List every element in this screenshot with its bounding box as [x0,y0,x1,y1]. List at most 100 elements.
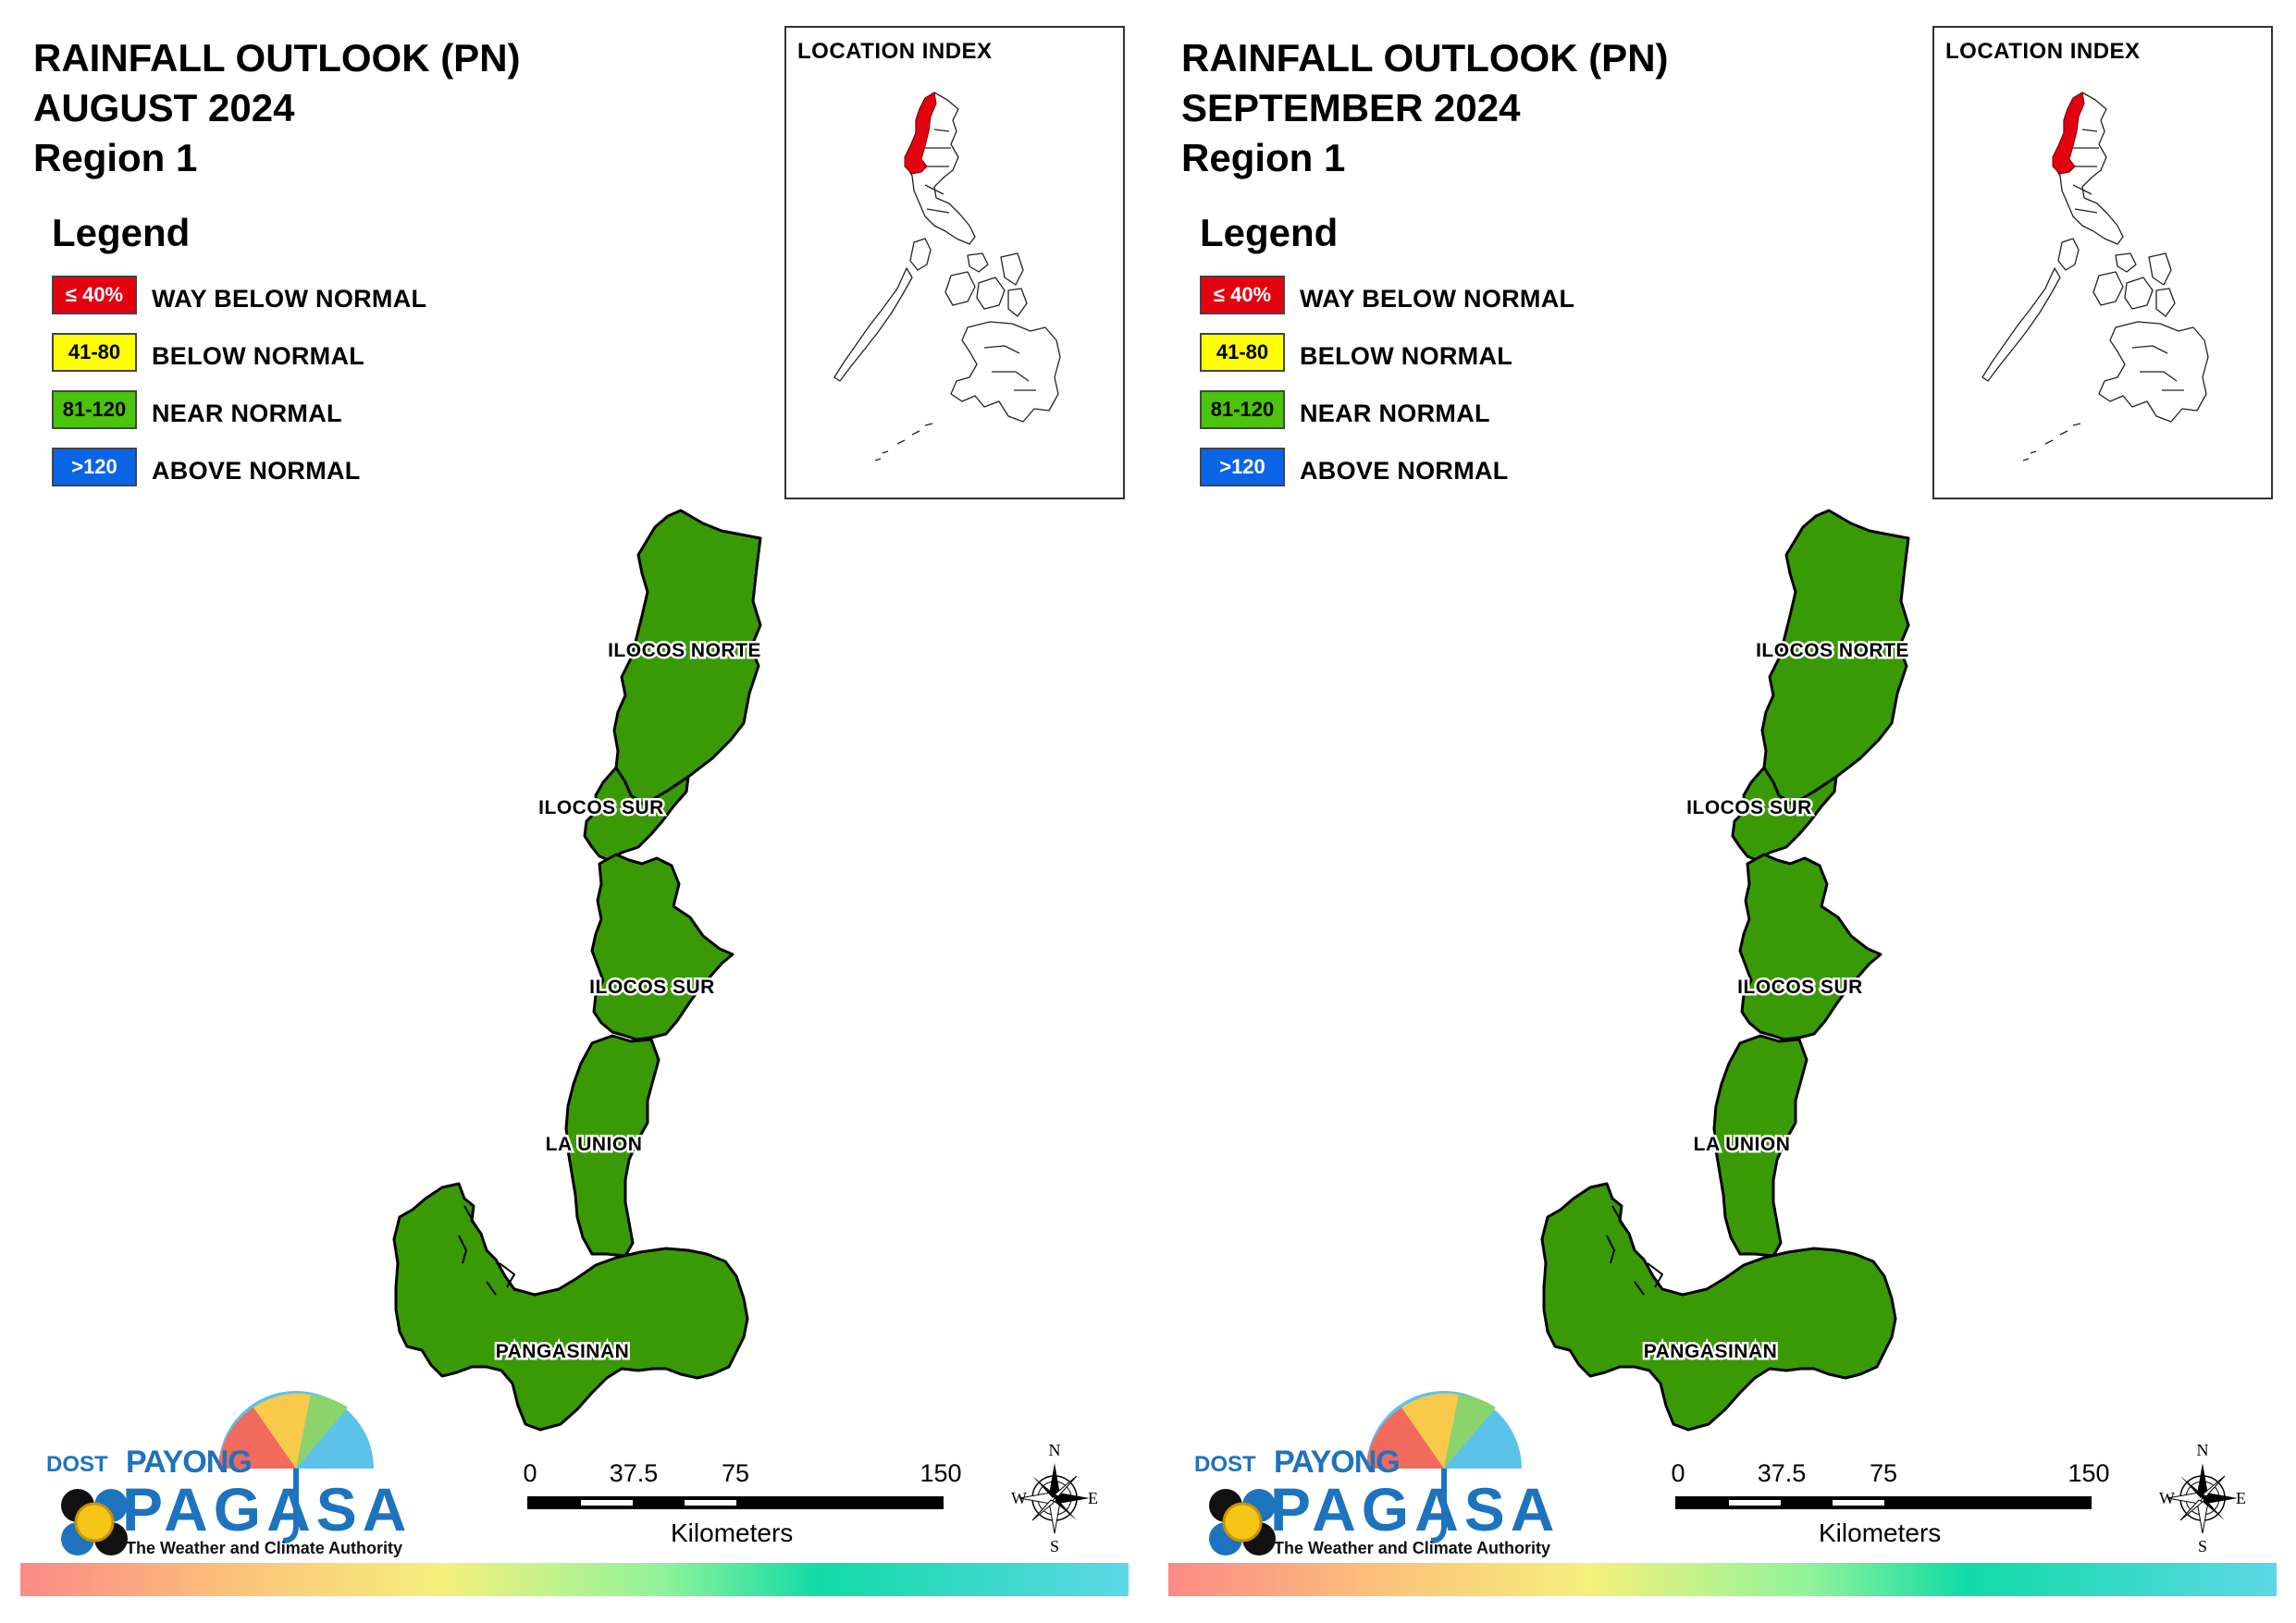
payong-pagasa-logo: DOST PAYONG PAGASA The Weather and Clima… [1181,1387,1554,1572]
legend-swatch: 41-80 [1200,333,1285,372]
logo-tagline: The Weather and Climate Authority [126,1539,403,1557]
legend-item-label: ABOVE NORMAL [1300,457,1509,485]
legend-heading: Legend [1200,211,1339,254]
title-line-region: Region 1 [33,136,198,179]
legend-item-label: ABOVE NORMAL [152,457,361,485]
region-1-highlight [904,92,937,175]
scale-tick: 75 [721,1459,750,1487]
scale-tick: 150 [920,1459,962,1487]
logo-payong-text: PAYONG [126,1445,253,1480]
scale-bar-graphic [1675,1496,2092,1509]
scale-tick: 0 [1671,1459,1685,1487]
legend-heading: Legend [52,211,191,254]
province-shape-ilocos-sur-south[interactable] [590,853,734,1041]
logo-pagasa-text: PAGASA [1270,1475,1561,1543]
legend-item: 81-120 NEAR NORMAL [1200,390,1489,448]
compass-n: N [1049,1443,1061,1459]
province-label-ilocos-norte: ILOCOS NORTE [608,640,761,661]
compass-e: E [1088,1489,1098,1507]
compass-w: W [1011,1489,1027,1507]
compass-e: E [2236,1489,2246,1507]
province-shape-la-union[interactable] [1712,1034,1808,1258]
title-line-region: Region 1 [1181,136,1346,179]
scale-unit: Kilometers [1819,1518,1942,1547]
region-1-highlight [2052,92,2085,175]
logo-payong-text: PAYONG [1274,1445,1401,1480]
scale-tick: 75 [1869,1459,1898,1487]
map-title: RAINFALL OUTLOOK (PN) AUGUST 2024 Region… [33,33,521,183]
legend-item: 41-80 BELOW NORMAL [52,333,364,390]
legend-item: 81-120 NEAR NORMAL [52,390,341,448]
province-label-la-union: LA UNION [1694,1134,1791,1155]
compass-s: S [1050,1537,1059,1554]
legend-swatch: ≤ 40% [52,276,137,314]
scale-unit: Kilometers [671,1518,794,1547]
province-label-ilocos-norte: ILOCOS NORTE [1756,640,1909,661]
legend-item: ≤ 40% WAY BELOW NORMAL [1200,276,1574,333]
legend-swatch: 41-80 [52,333,137,372]
title-line-product: RAINFALL OUTLOOK (PN) [1181,36,1669,80]
province-shape-ilocos-sur-south[interactable] [1738,853,1882,1041]
province-shape-la-union[interactable] [564,1034,660,1258]
title-line-product: RAINFALL OUTLOOK (PN) [33,36,521,80]
umbrella-logo-icon [1209,1391,1522,1555]
province-label-ilocos-sur: ILOCOS SUR [538,797,664,818]
legend-item: >120 ABOVE NORMAL [1200,448,1508,505]
region-map: ILOCOS NORTE ILOCOS SUR ILOCOS SUR LA UN… [1540,509,1911,1432]
location-index-inset: LOCATION INDEX [1932,26,2273,499]
legend-item-label: BELOW NORMAL [152,342,365,370]
province-shape-pangasinan[interactable] [392,1182,749,1432]
scale-tick: 37.5 [1757,1459,1807,1487]
province-shape-ilocos-sur-north[interactable] [583,766,690,862]
legend-item: 41-80 BELOW NORMAL [1200,333,1512,390]
compass-w: W [2159,1489,2175,1507]
compass-n: N [2197,1443,2209,1459]
umbrella-logo-icon [61,1391,374,1555]
scale-tick: 150 [2068,1459,2110,1487]
province-label-ilocos-sur: ILOCOS SUR [589,977,715,998]
legend-item-label: WAY BELOW NORMAL [1300,285,1575,313]
legend-item-label: NEAR NORMAL [1300,400,1490,427]
payong-pagasa-logo: DOST PAYONG PAGASA The Weather and Clima… [33,1387,406,1572]
title-line-month: SEPTEMBER 2024 [1181,86,1521,129]
legend-swatch: >120 [52,448,137,486]
compass-s: S [2198,1537,2207,1554]
scale-bar: 0 37.5 75 150 Kilometers [1671,1459,2109,1552]
legend-item-label: WAY BELOW NORMAL [152,285,427,313]
location-index-title: LOCATION INDEX [1945,39,2141,64]
map-title: RAINFALL OUTLOOK (PN) SEPTEMBER 2024 Reg… [1181,33,1669,183]
logo-pagasa-text: PAGASA [122,1475,413,1543]
scale-bar-graphic [527,1496,944,1509]
legend: Legend ≤ 40% WAY BELOW NORMAL 41-80 BELO… [1200,211,1574,505]
legend-swatch: 81-120 [1200,390,1285,429]
province-label-la-union: LA UNION [546,1134,643,1155]
legend-swatch: ≤ 40% [1200,276,1285,314]
legend-item: >120 ABOVE NORMAL [52,448,360,505]
footer-gradient-bar [1168,1563,2277,1596]
scale-tick: 0 [523,1459,537,1487]
logo-dost-text: DOST [46,1452,108,1477]
philippines-outline-icon [833,92,1061,461]
province-shape-ilocos-sur-north[interactable] [1731,766,1838,862]
philippines-outline-icon [1981,92,2209,461]
location-index-inset: LOCATION INDEX [784,26,1125,499]
north-arrow-compass-icon: N S E W [2156,1441,2249,1555]
outlook-panel: RAINFALL OUTLOOK (PN) AUGUST 2024 Region… [20,26,1129,1596]
province-label-pangasinan: PANGASINAN [1644,1341,1778,1362]
region-map: ILOCOS NORTE ILOCOS SUR ILOCOS SUR LA UN… [392,509,763,1432]
footer-gradient-bar [20,1563,1129,1596]
location-index-title: LOCATION INDEX [797,39,993,64]
scale-bar: 0 37.5 75 150 Kilometers [523,1459,961,1552]
province-label-ilocos-sur: ILOCOS SUR [1737,977,1863,998]
logo-tagline: The Weather and Climate Authority [1274,1539,1551,1557]
logo-dost-text: DOST [1194,1452,1256,1477]
legend-item: ≤ 40% WAY BELOW NORMAL [52,276,426,333]
legend-swatch: >120 [1200,448,1285,486]
north-arrow-compass-icon: N S E W [1008,1441,1101,1555]
legend: Legend ≤ 40% WAY BELOW NORMAL 41-80 BELO… [52,211,426,505]
province-label-pangasinan: PANGASINAN [496,1341,630,1362]
province-shape-pangasinan[interactable] [1540,1182,1897,1432]
scale-tick: 37.5 [609,1459,659,1487]
province-label-ilocos-sur: ILOCOS SUR [1686,797,1812,818]
outlook-panel: RAINFALL OUTLOOK (PN) SEPTEMBER 2024 Reg… [1148,0,2296,1623]
